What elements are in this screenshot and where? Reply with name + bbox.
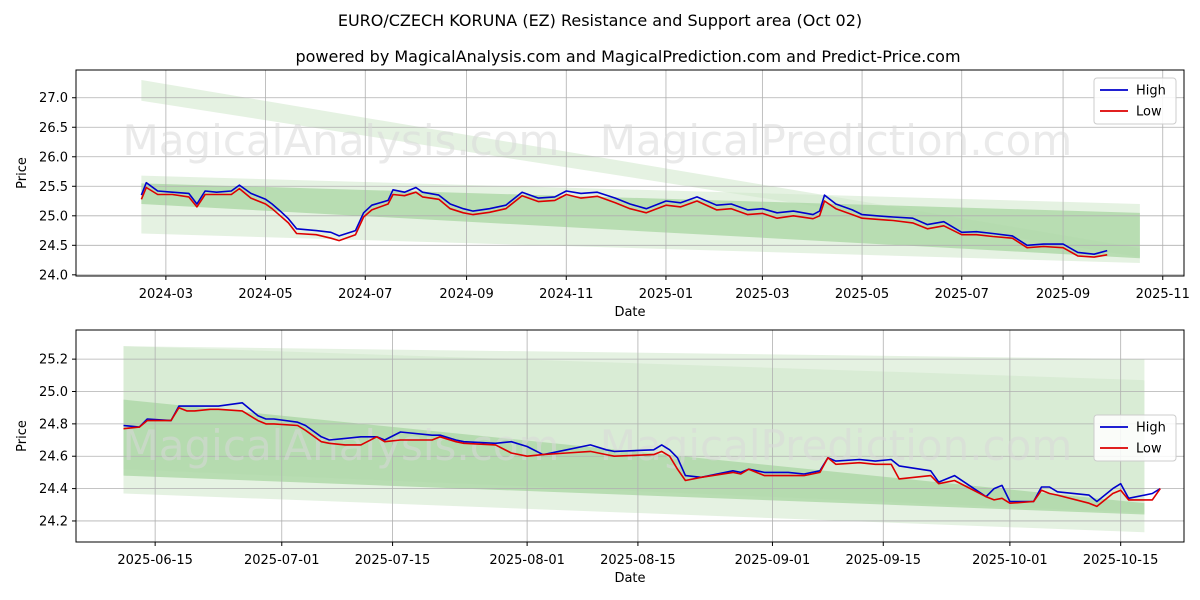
top-watermark-1: MagicalAnalysis.com bbox=[123, 116, 560, 165]
top-x-tick-label-10: 2025-11 bbox=[1136, 287, 1190, 302]
bottom-grid bbox=[76, 330, 1184, 542]
bottom-y-tick-label-2: 24.6 bbox=[39, 450, 68, 465]
bottom-y-tick-label-1: 24.4 bbox=[39, 482, 68, 497]
bottom-series-low-line bbox=[123, 406, 1161, 508]
bottom-y-ticks: 24.2 24.4 24.6 24.8 25.0 25.2 bbox=[39, 353, 76, 529]
bottom-series bbox=[123, 402, 1161, 508]
bottom-y-tick-label-0: 24.2 bbox=[39, 514, 68, 529]
top-x-tick-label-3: 2024-09 bbox=[439, 287, 493, 302]
top-axes-frame bbox=[75, 69, 1185, 277]
top-x-tick-label-5: 2025-01 bbox=[639, 287, 693, 302]
top-legend-high-label: High bbox=[1136, 84, 1166, 99]
bottom-x-tick-label-0: 2025-06-15 bbox=[117, 553, 193, 568]
bottom-y-tick-label-5: 25.2 bbox=[39, 353, 68, 368]
top-y-axis-label: Price bbox=[15, 157, 30, 189]
top-band-2 bbox=[141, 183, 1140, 259]
top-x-tick-label-4: 2024-11 bbox=[539, 287, 593, 302]
bottom-legend-low-label: Low bbox=[1136, 442, 1162, 457]
bottom-legend-high-label: High bbox=[1136, 421, 1166, 436]
top-series-high-line bbox=[140, 181, 1108, 255]
bottom-y-tick-label-3: 24.8 bbox=[39, 417, 68, 432]
top-x-tick-label-2: 2024-07 bbox=[338, 287, 392, 302]
top-x-tick-label-8: 2025-07 bbox=[935, 287, 989, 302]
bottom-x-tick-label-7: 2025-10-01 bbox=[972, 553, 1048, 568]
top-y-ticks: 24.0 24.5 25.0 25.5 26.0 26.5 27.0 bbox=[39, 91, 76, 283]
bottom-axes-frame bbox=[75, 329, 1185, 543]
bottom-watermark-2: MagicalPrediction.com bbox=[600, 421, 1073, 470]
bottom-bands bbox=[123, 346, 1145, 533]
bottom-x-tick-label-2: 2025-07-15 bbox=[355, 553, 431, 568]
top-series bbox=[140, 181, 1108, 258]
top-panel: MagicalAnalysis.com MagicalPrediction.com… bbox=[15, 69, 1190, 320]
bottom-x-tick-label-5: 2025-09-01 bbox=[735, 553, 811, 568]
bottom-x-tick-label-4: 2025-08-15 bbox=[600, 553, 676, 568]
bottom-x-axis-label: Date bbox=[614, 571, 645, 586]
top-watermarks: MagicalAnalysis.com MagicalPrediction.com bbox=[123, 116, 1073, 165]
top-x-ticks: 2024-03 2024-05 2024-07 2024-09 2024-11 2025-… bbox=[139, 276, 1190, 302]
top-x-tick-label-0: 2024-03 bbox=[139, 287, 193, 302]
chart-subtitle: powered by MagicalAnalysis.com and Magic… bbox=[295, 47, 960, 66]
top-y-tick-label-2: 25.0 bbox=[39, 209, 68, 224]
top-y-tick-label-5: 26.5 bbox=[39, 121, 68, 136]
top-legend-low-label: Low bbox=[1136, 105, 1162, 120]
top-grid bbox=[76, 70, 1184, 276]
top-y-tick-label-4: 26.0 bbox=[39, 150, 68, 165]
bottom-series-high-line bbox=[123, 402, 1161, 503]
top-y-tick-label-6: 27.0 bbox=[39, 91, 68, 106]
chart-title: EURO/CZECH KORUNA (EZ) Resistance and Su… bbox=[338, 11, 862, 30]
top-y-tick-label-1: 24.5 bbox=[39, 239, 68, 254]
bottom-band-2 bbox=[123, 399, 1145, 515]
top-x-tick-label-1: 2024-05 bbox=[238, 287, 292, 302]
top-watermark-2: MagicalPrediction.com bbox=[600, 116, 1073, 165]
top-x-tick-label-7: 2025-05 bbox=[835, 287, 889, 302]
top-x-tick-label-9: 2025-09 bbox=[1036, 287, 1090, 302]
top-x-axis-label: Date bbox=[614, 305, 645, 320]
top-legend: High Low bbox=[1093, 77, 1177, 125]
top-y-tick-label-0: 24.0 bbox=[39, 268, 68, 283]
bottom-x-tick-label-6: 2025-09-15 bbox=[845, 553, 921, 568]
bottom-x-tick-label-3: 2025-08-01 bbox=[489, 553, 565, 568]
top-x-tick-label-6: 2025-03 bbox=[735, 287, 789, 302]
bottom-panel: MagicalAnalysis.com MagicalPrediction.com… bbox=[15, 329, 1185, 586]
bottom-y-tick-label-4: 25.0 bbox=[39, 385, 68, 400]
bottom-x-ticks: 2025-06-15 2025-07-01 2025-07-15 2025-08-01… bbox=[117, 542, 1158, 568]
bottom-legend: High Low bbox=[1093, 414, 1177, 462]
top-y-tick-label-3: 25.5 bbox=[39, 180, 68, 195]
bottom-x-tick-label-1: 2025-07-01 bbox=[244, 553, 320, 568]
bottom-watermark-1: MagicalAnalysis.com bbox=[123, 421, 560, 470]
bottom-x-tick-label-8: 2025-10-15 bbox=[1083, 553, 1159, 568]
bottom-y-axis-label: Price bbox=[15, 420, 30, 452]
top-series-low-line bbox=[140, 186, 1108, 258]
